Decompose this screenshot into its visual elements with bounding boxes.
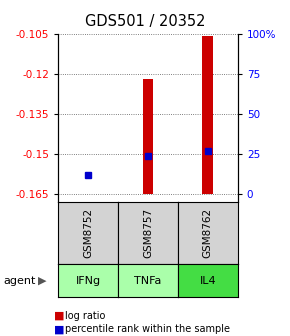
Text: agent: agent — [3, 276, 35, 286]
Text: ■: ■ — [54, 324, 64, 334]
Text: GSM8757: GSM8757 — [143, 208, 153, 258]
Text: GDS501 / 20352: GDS501 / 20352 — [85, 14, 205, 29]
Bar — [202, 36, 213, 194]
Text: log ratio: log ratio — [65, 311, 106, 321]
Text: GSM8762: GSM8762 — [203, 208, 213, 258]
Text: percentile rank within the sample: percentile rank within the sample — [65, 324, 230, 334]
Text: IFNg: IFNg — [75, 276, 101, 286]
Bar — [142, 79, 153, 194]
Text: ■: ■ — [54, 311, 64, 321]
Text: GSM8752: GSM8752 — [83, 208, 93, 258]
Text: TNFa: TNFa — [134, 276, 162, 286]
Text: IL4: IL4 — [200, 276, 216, 286]
Text: ▶: ▶ — [38, 276, 46, 286]
